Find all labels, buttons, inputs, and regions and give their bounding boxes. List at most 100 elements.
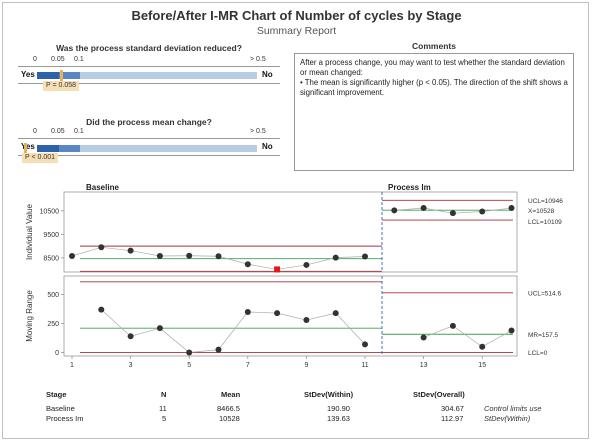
stats-row-baseline-n: 11 [159, 404, 167, 413]
q2-scale [18, 138, 280, 156]
i-chart-center-label: X=10528 [528, 208, 555, 215]
q2-p-marker [24, 143, 27, 154]
mr-chart-data-point [98, 306, 105, 313]
q1-p-marker [60, 70, 63, 81]
i-chart-connector [423, 207, 453, 214]
mr-chart-data-point [303, 317, 310, 324]
q2-no-label: No [262, 142, 273, 151]
mr-chart-data-point [479, 343, 486, 350]
i-chart-connector [218, 255, 248, 265]
mr-chart-center-label: MR=157.5 [528, 332, 559, 339]
i-chart-connector [452, 211, 483, 214]
i-chart-data-point [391, 207, 398, 214]
q2-tick-005: 0.05 [51, 128, 65, 135]
stats-header-stage: Stage [46, 390, 67, 399]
mr-chart-connector [130, 327, 160, 337]
stats-header-mean: Mean [221, 390, 241, 399]
stats-row-baseline-mean: 8466.5 [217, 404, 240, 413]
stats-row-process-mean: 10528 [219, 414, 240, 423]
q2-tick-05: > 0.5 [250, 128, 266, 135]
i-chart-data-point [303, 261, 310, 268]
mr-chart-ylabel: Moving Range [25, 290, 34, 342]
mr-chart-connector [423, 325, 454, 338]
i-chart-data-point [420, 205, 427, 211]
comments-box: After a process change, you may want to … [294, 53, 574, 171]
i-chart-connector [335, 256, 366, 258]
report-frame [2, 2, 589, 439]
stats-header-stdev-overall: StDev(Overall) [413, 390, 465, 399]
mr-chart-data-point [186, 349, 193, 356]
i-chart-ylabel: Individual Value [25, 204, 34, 260]
x-tick-label: 7 [246, 362, 250, 369]
x-tick-label: 11 [361, 362, 368, 369]
mr-chart-data-point [420, 334, 427, 341]
i-chart-data-point [362, 253, 368, 260]
i-chart-ytick-label: 9500 [43, 232, 59, 239]
mr-chart-data-point [156, 325, 163, 332]
q1-yes-label: Yes [21, 70, 35, 79]
mr-chart-frame [63, 275, 518, 357]
q2-title: Did the process mean change? [86, 117, 212, 127]
mr-chart-connector [335, 312, 366, 345]
q2-tick-0: 0 [33, 128, 37, 135]
mr-chart-connector [306, 312, 336, 321]
stage-label-baseline: Baseline [86, 183, 119, 192]
stats-row-process-stage: Process Im [46, 414, 84, 423]
stats-row-baseline-stdev-within: 190.90 [327, 404, 350, 413]
q1-tick-05: > 0.5 [250, 56, 266, 63]
i-chart-data-point [156, 253, 163, 259]
stats-row-baseline-stdev-overall: 304.67 [441, 404, 464, 413]
i-chart-ytick-label: 10500 [40, 208, 60, 215]
i-chart-data-point [186, 252, 193, 259]
q2-mid-region [59, 145, 80, 152]
i-chart-connector [277, 264, 307, 270]
i-chart-data-point [479, 208, 486, 215]
control-limits-note-2: StDev(Within) [484, 414, 531, 423]
i-chart-data-point [98, 244, 105, 251]
mr-chart-data-point [332, 310, 339, 317]
mr-chart-ucl-label: UCL=514.6 [528, 290, 561, 297]
q2-tick-01: 0.1 [74, 128, 84, 135]
i-chart-data-point [127, 247, 134, 254]
q1-tick-01: 0.1 [74, 56, 84, 63]
stats-row-process-stdev-within: 139.63 [327, 414, 350, 423]
mr-chart-ytick-label: 250 [47, 321, 59, 328]
comments-title: Comments [412, 41, 456, 51]
q1-tick-0: 0 [33, 56, 37, 63]
q1-scale [18, 66, 280, 84]
mr-chart-data-point [362, 341, 368, 348]
mr-chart-connector [277, 312, 307, 321]
i-chart-frame [63, 191, 518, 273]
i-chart-ucl-label: UCL=10946 [528, 198, 563, 205]
stats-row-process-n: 5 [162, 414, 167, 423]
q2-scale-track [37, 145, 257, 152]
comments-intro: After a process change, you may want to … [300, 58, 565, 77]
q2-p-value-box: P < 0.001 [22, 153, 59, 163]
mr-chart-connector [247, 311, 278, 314]
x-tick-label: 1 [70, 362, 74, 369]
q1-tick-005: 0.05 [51, 56, 65, 63]
q2-yes-region [37, 145, 59, 152]
i-chart-connector [130, 250, 160, 257]
i-chart-connector [71, 246, 102, 257]
x-tick-label: 9 [304, 362, 308, 369]
stats-header-stdev-within: StDev(Within) [304, 390, 354, 399]
mr-chart-connector [452, 325, 483, 348]
q1-no-label: No [262, 70, 273, 79]
i-chart-connector [482, 207, 512, 212]
q2-yes-label: Yes [21, 142, 35, 151]
x-tick-label: 15 [478, 362, 486, 369]
i-chart-data-point [215, 253, 222, 260]
mr-chart-data-point [244, 308, 251, 315]
report-subtitle: Summary Report [256, 25, 337, 37]
mr-chart-data-point [215, 346, 222, 353]
report-title: Before/After I-MR Chart of Number of cyc… [131, 8, 462, 23]
control-limits-note-1: Control limits use [484, 404, 542, 413]
q1-yes-region [37, 72, 59, 79]
i-chart-connector [247, 263, 278, 270]
mr-chart-connector [159, 327, 190, 353]
i-chart-data-point [508, 205, 515, 211]
i-chart-data-point [244, 261, 251, 268]
i-chart-data-point [332, 254, 339, 261]
